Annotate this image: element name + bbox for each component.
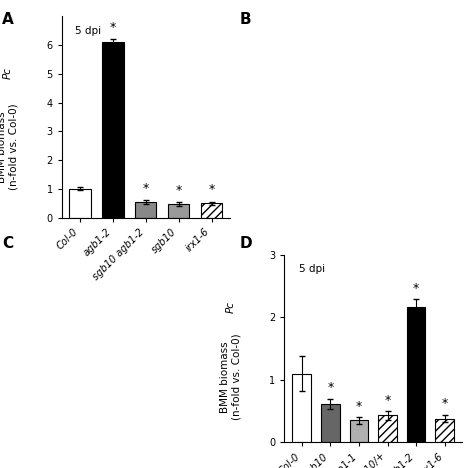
Bar — [168, 204, 189, 218]
Text: Pc: Pc — [3, 67, 13, 79]
Text: *: * — [413, 282, 419, 295]
Bar — [436, 418, 454, 442]
Text: *: * — [384, 394, 391, 407]
Text: BMM biomass
(n-fold vs. Col-0): BMM biomass (n-fold vs. Col-0) — [220, 333, 242, 420]
Text: BMM biomass
(n-fold vs. Col-0): BMM biomass (n-fold vs. Col-0) — [0, 104, 18, 190]
Text: B: B — [239, 12, 251, 27]
Bar — [350, 420, 368, 442]
Bar — [201, 203, 222, 218]
Text: A: A — [2, 12, 14, 27]
Text: Pc: Pc — [226, 301, 236, 314]
Text: *: * — [143, 182, 149, 195]
Text: C: C — [2, 236, 13, 251]
Text: 5 dpi: 5 dpi — [75, 26, 101, 37]
Bar — [135, 202, 156, 218]
Bar — [378, 416, 397, 442]
Text: D: D — [239, 236, 252, 251]
Bar — [407, 307, 426, 442]
Text: *: * — [175, 184, 182, 197]
Bar — [292, 373, 311, 442]
Text: 5 dpi: 5 dpi — [299, 264, 325, 274]
Text: *: * — [442, 397, 448, 410]
Bar — [321, 403, 340, 442]
Text: *: * — [209, 183, 215, 197]
Bar — [69, 189, 91, 218]
Text: *: * — [356, 400, 362, 413]
Bar — [102, 42, 124, 218]
Text: *: * — [327, 381, 334, 394]
Text: *: * — [110, 21, 116, 34]
